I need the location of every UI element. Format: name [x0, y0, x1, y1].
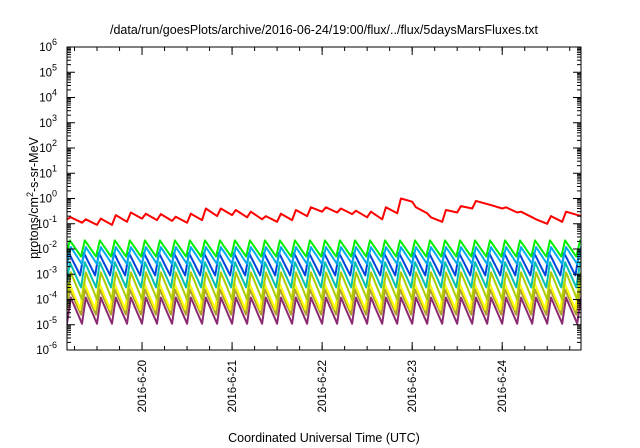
y-axis-label: protons/cm2-s-sr-MeV	[25, 136, 41, 258]
y-tick-label: 10-3	[36, 264, 57, 281]
x-tick-label: 2016-6-22	[317, 360, 329, 412]
y-tick-label: 10-1	[36, 214, 57, 231]
x-tick-label: 2016-6-24	[497, 359, 509, 412]
y-tick-label: 105	[39, 62, 57, 79]
y-tick-label: 10-5	[36, 315, 57, 332]
series-layer	[67, 197, 581, 325]
y-tick-label: 104	[39, 88, 57, 105]
y-tick-label: 10-6	[36, 340, 57, 357]
series-line	[67, 288, 581, 316]
series-line	[67, 280, 581, 311]
y-tick-label: 100	[39, 189, 57, 206]
x-tick-label: 2016-6-23	[407, 360, 419, 412]
y-tick-label: 102	[39, 138, 57, 155]
series-line	[67, 296, 581, 325]
y-tick-label: 103	[39, 113, 57, 130]
series-line	[67, 261, 581, 289]
x-tick-label: 2016-6-21	[227, 360, 239, 412]
y-tick-label: 10-4	[36, 290, 57, 307]
series-line	[67, 271, 581, 301]
y-tick-label: 10-2	[36, 239, 57, 256]
plot-area: 10-6 10-5 10-4 10-3 10-2 10-1 100 101 102 103 104 1…	[36, 37, 582, 412]
chart-title: /data/run/goesPlots/archive/2016-06-24/1…	[110, 23, 539, 37]
y-tick-label: 106	[39, 37, 57, 54]
x-axis-ticks: 2016-6-20 2016-6-21 2016-6-22 2016-6-23 2016…	[74, 47, 571, 412]
series-line-red	[67, 197, 581, 226]
x-axis-label: Coordinated Universal Time (UTC)	[228, 431, 420, 445]
x-tick-label: 2016-6-20	[137, 360, 149, 412]
y-axis-ticks: 10-6 10-5 10-4 10-3 10-2 10-1 100 101 102 103 104 1…	[36, 37, 581, 357]
series-line	[67, 246, 581, 266]
series-line	[67, 251, 581, 277]
y-tick-label: 101	[39, 163, 57, 180]
series-line	[67, 239, 581, 258]
